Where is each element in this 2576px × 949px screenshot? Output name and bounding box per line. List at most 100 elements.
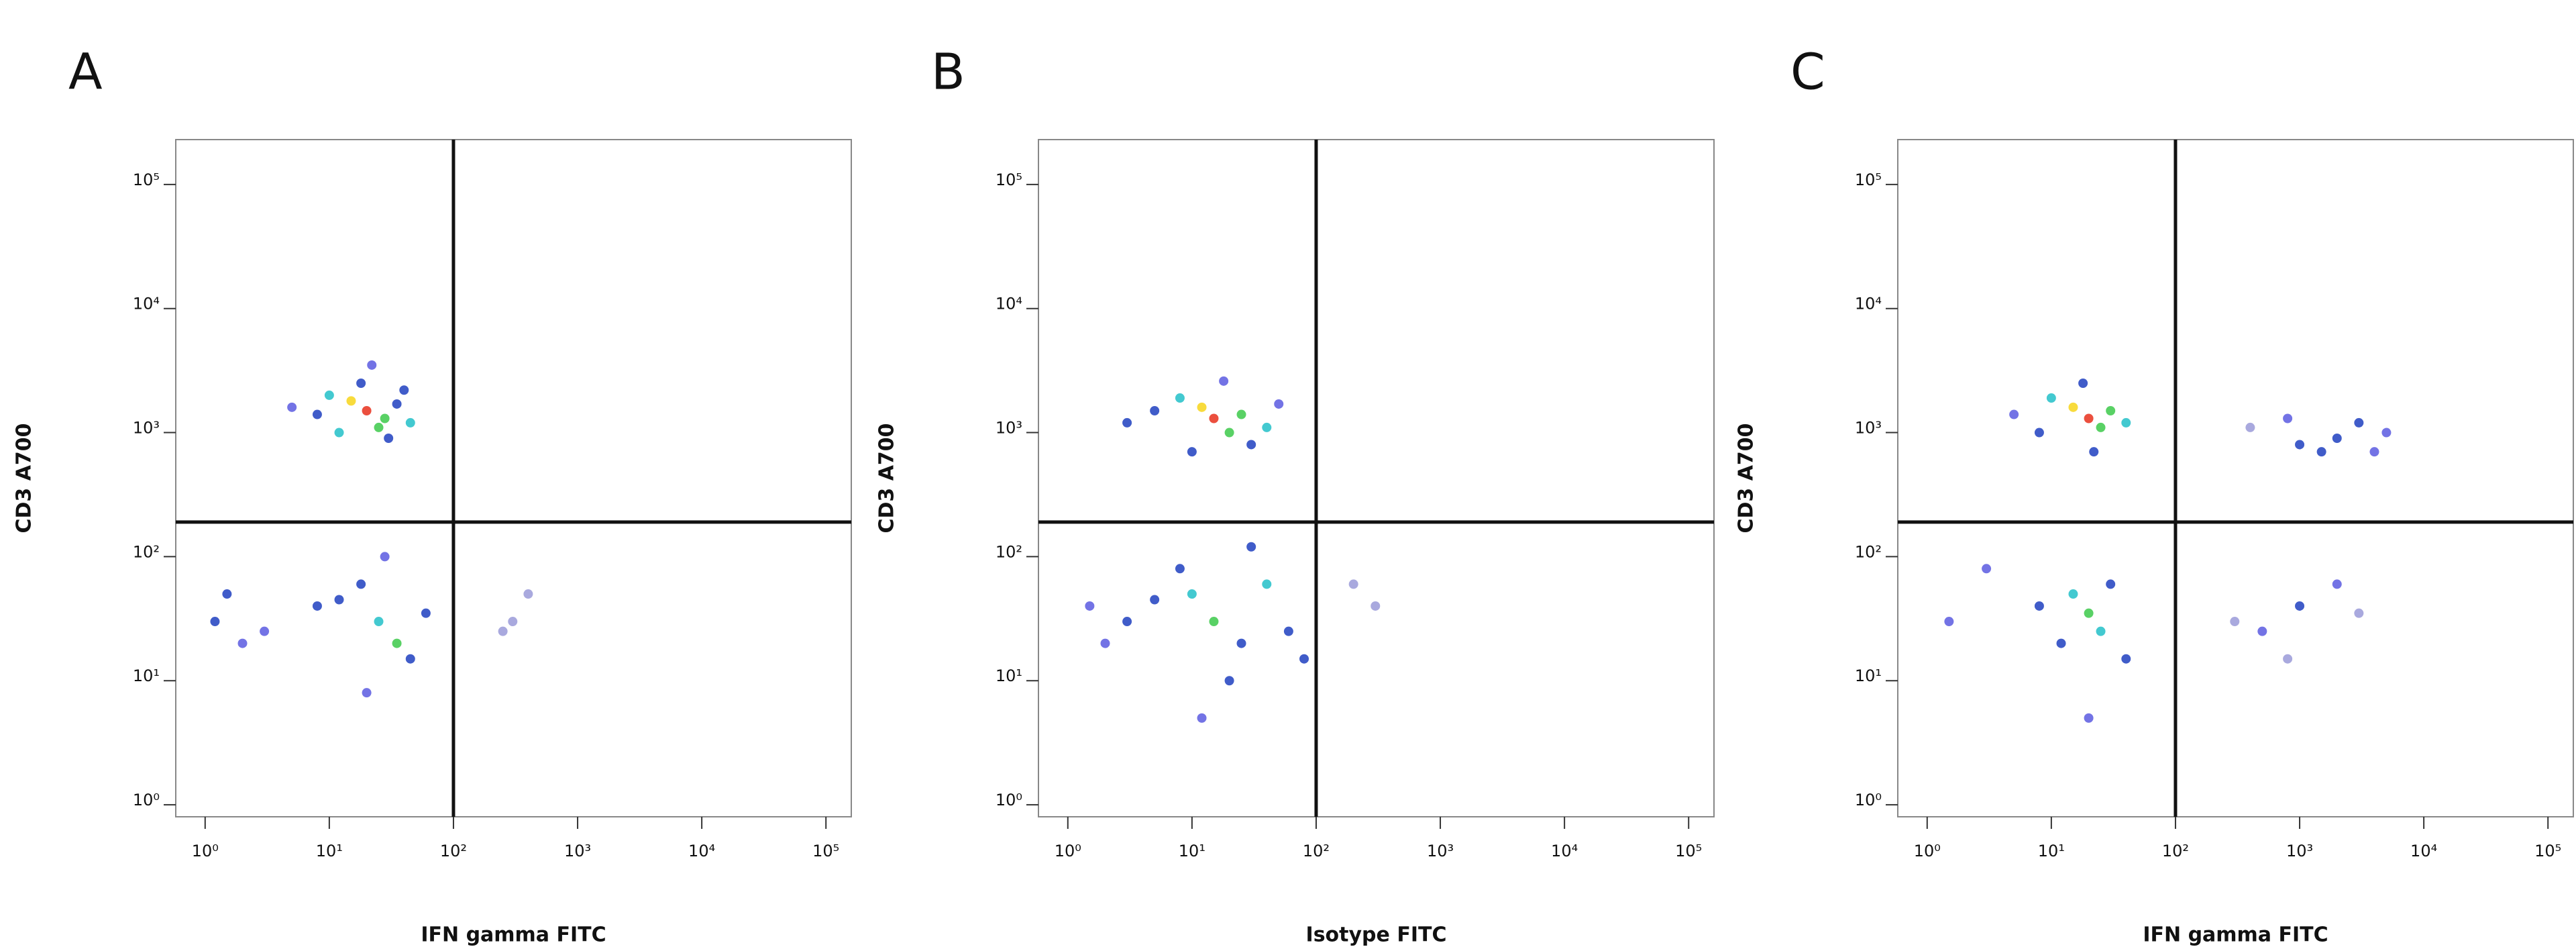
cell-point bbox=[2316, 447, 2326, 457]
cell-point bbox=[2230, 617, 2240, 627]
x-axis-label: IFN gamma FITC bbox=[421, 923, 606, 947]
cell-point bbox=[2381, 428, 2392, 438]
cell-point bbox=[1224, 428, 1234, 438]
cell-point bbox=[374, 422, 384, 432]
cell-point bbox=[2332, 434, 2342, 444]
cell-point bbox=[374, 617, 384, 627]
cell-point bbox=[1299, 654, 1309, 664]
y-tick-label: 10¹ bbox=[1855, 666, 1882, 685]
cell-point bbox=[380, 552, 390, 562]
cell-point bbox=[2096, 626, 2106, 636]
plot-frame bbox=[175, 139, 852, 817]
cell-point bbox=[2084, 608, 2094, 618]
panel: C 10⁰ 10¹ 10² 10³ 10⁴ 10⁵ 10⁰ 10¹ 10² 10³ 10⁴ 10⁵ IFN… bbox=[1735, 44, 2574, 947]
y-tick-label: 10³ bbox=[1855, 419, 1882, 438]
y-tick-label: 10¹ bbox=[996, 666, 1022, 685]
cell-point bbox=[1187, 447, 1197, 457]
x-tick-label: 10³ bbox=[564, 842, 591, 860]
cell-point bbox=[1982, 564, 1992, 574]
panel: B 10⁰ 10¹ 10² 10³ 10⁴ 10⁵ 10⁰ 10¹ 10² 10³ 10⁴ 10⁵ Iso… bbox=[875, 44, 1715, 947]
y-tick-label: 10⁰ bbox=[133, 791, 160, 809]
cell-point bbox=[405, 654, 415, 664]
cell-point bbox=[2068, 589, 2078, 599]
cell-point bbox=[312, 409, 322, 419]
plot-frame bbox=[1038, 139, 1715, 817]
cell-point bbox=[2295, 440, 2305, 450]
cell-point bbox=[421, 608, 431, 618]
cell-point bbox=[2096, 422, 2106, 432]
cell-point bbox=[380, 413, 390, 423]
cell-point bbox=[2121, 654, 2131, 664]
cell-point bbox=[384, 434, 394, 444]
y-tick-label: 10¹ bbox=[133, 666, 160, 685]
x-tick-label: 10⁰ bbox=[1914, 842, 1941, 860]
panel-letter: C bbox=[1790, 44, 1825, 101]
cell-point bbox=[367, 360, 377, 370]
x-tick-label: 10⁴ bbox=[1551, 842, 1578, 860]
y-tick-label: 10² bbox=[1855, 542, 1882, 561]
x-tick-label: 10¹ bbox=[316, 842, 343, 860]
cell-point bbox=[2257, 626, 2267, 636]
cell-point bbox=[1219, 376, 1229, 386]
cell-point bbox=[2121, 417, 2131, 428]
cell-point bbox=[1371, 601, 1381, 611]
y-tick-label: 10⁴ bbox=[996, 295, 1022, 313]
cell-point bbox=[1197, 713, 1207, 723]
cell-point bbox=[362, 688, 372, 698]
cell-point bbox=[356, 378, 366, 388]
cell-point bbox=[1175, 393, 1185, 403]
cell-point bbox=[237, 638, 248, 648]
x-tick-label: 10⁰ bbox=[192, 842, 219, 860]
y-tick-label: 10² bbox=[133, 542, 160, 561]
y-tick-label: 10⁵ bbox=[1855, 170, 1882, 189]
cell-point bbox=[2295, 601, 2305, 611]
cell-point bbox=[2089, 447, 2099, 457]
cell-point bbox=[1246, 542, 1256, 552]
cell-point bbox=[2283, 654, 2293, 664]
x-tick-label: 10⁵ bbox=[812, 842, 839, 860]
cell-point bbox=[1224, 676, 1234, 686]
cell-point bbox=[1150, 406, 1160, 416]
cell-point bbox=[1150, 595, 1160, 605]
cell-point bbox=[1246, 440, 1256, 450]
x-tick-label: 10⁵ bbox=[1675, 842, 1702, 860]
panel: A 10⁰ 10¹ 10² 10³ 10⁴ 10⁵ 10⁰ 10¹ 10² 10³ 10⁴ 10⁵ IFN… bbox=[13, 44, 852, 947]
cell-point bbox=[1283, 626, 1293, 636]
cell-point bbox=[2106, 406, 2116, 416]
cell-point bbox=[2283, 413, 2293, 423]
cell-point bbox=[2106, 579, 2116, 589]
cell-point bbox=[2332, 579, 2342, 589]
cell-point bbox=[324, 390, 334, 400]
cell-point bbox=[2369, 447, 2379, 457]
cell-point bbox=[2245, 422, 2255, 432]
y-tick-label: 10⁴ bbox=[1855, 295, 1882, 313]
cell-point bbox=[392, 399, 402, 409]
cell-point bbox=[2034, 601, 2044, 611]
y-tick-label: 10³ bbox=[133, 419, 160, 438]
cell-point bbox=[2068, 402, 2078, 412]
cell-point bbox=[1944, 617, 1954, 627]
cell-point bbox=[312, 601, 322, 611]
plot-frame bbox=[1897, 139, 2574, 817]
cell-point bbox=[1262, 579, 1272, 589]
x-tick-label: 10⁰ bbox=[1055, 842, 1081, 860]
y-tick-label: 10⁴ bbox=[133, 295, 160, 313]
cell-point bbox=[334, 595, 344, 605]
x-tick-label: 10¹ bbox=[2038, 842, 2065, 860]
y-axis-label: CD3 A700 bbox=[1735, 423, 1758, 533]
x-tick-label: 10⁴ bbox=[688, 842, 715, 860]
cell-point bbox=[498, 626, 508, 636]
cell-point bbox=[1262, 422, 1272, 432]
x-tick-label: 10¹ bbox=[1179, 842, 1205, 860]
cell-point bbox=[287, 402, 297, 412]
cell-point bbox=[2084, 713, 2094, 723]
cell-point bbox=[334, 428, 344, 438]
y-axis-label: CD3 A700 bbox=[13, 423, 36, 533]
cell-point bbox=[1348, 579, 1358, 589]
panel-letter: B bbox=[931, 44, 965, 101]
cell-point bbox=[2084, 413, 2094, 423]
cell-point bbox=[1274, 399, 1284, 409]
cell-point bbox=[392, 638, 402, 648]
y-tick-label: 10² bbox=[996, 542, 1022, 561]
cell-point bbox=[346, 396, 356, 406]
